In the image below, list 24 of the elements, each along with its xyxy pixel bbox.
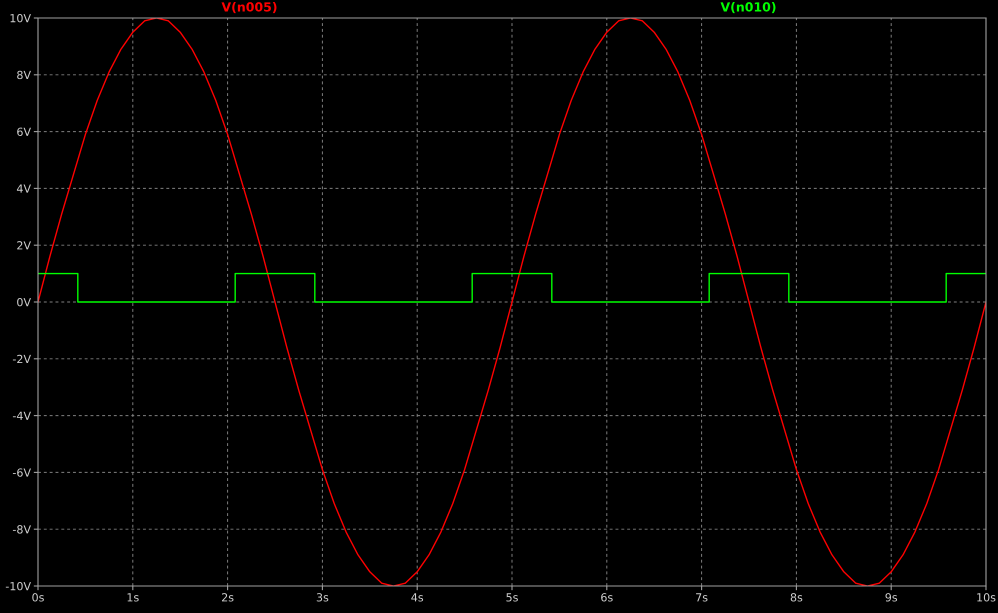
y-tick-label: 2V [17,241,31,250]
y-tick-label: -6V [12,468,31,477]
x-tick-label: 1s [128,593,139,602]
x-tick-label: 10s [977,593,996,602]
x-tick-label: 9s [885,593,898,602]
text: V(n005) [222,2,276,14]
x-tick-label: 6s [601,593,613,602]
y-tick-label: -4V [12,412,31,420]
x-tick-label: 0s [32,593,44,602]
x-tick-label: 5s [506,593,518,602]
y-tick-label: 8V [17,70,31,80]
y-tick-label: -10V [6,582,31,590]
y-tick-label: 0V [17,298,31,306]
x-tick-label: 8s [790,593,802,602]
x-tick-label: 2s [222,593,234,602]
y-tick-label: 6V [17,128,31,136]
x-tick-label: 3s [316,593,328,602]
y-tick-label: 10V [10,14,31,22]
y-tick-label: -2V [12,354,31,364]
x-tick-label: 7s [696,593,708,602]
y-tick-label: 4V [16,184,31,193]
text: V(n010) [720,2,776,14]
y-tick-label: -8V [12,525,31,534]
x-tick-label: 4s [411,593,424,602]
